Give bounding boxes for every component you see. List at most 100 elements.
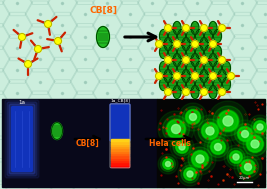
FancyBboxPatch shape — [7, 102, 37, 176]
Circle shape — [207, 136, 229, 157]
Ellipse shape — [214, 61, 222, 74]
Bar — [111, 160, 129, 162]
Circle shape — [184, 168, 196, 180]
Bar — [111, 164, 129, 167]
Bar — [111, 146, 129, 148]
Ellipse shape — [173, 85, 181, 98]
Circle shape — [229, 150, 243, 164]
Ellipse shape — [209, 53, 217, 67]
Bar — [2, 99, 157, 187]
Circle shape — [210, 139, 226, 155]
Ellipse shape — [205, 61, 213, 74]
FancyBboxPatch shape — [9, 104, 35, 174]
Ellipse shape — [168, 61, 176, 74]
Circle shape — [214, 143, 222, 150]
Bar — [111, 139, 129, 141]
Circle shape — [175, 140, 189, 154]
Circle shape — [257, 124, 263, 130]
Circle shape — [245, 163, 252, 170]
Circle shape — [210, 40, 217, 47]
Circle shape — [183, 25, 190, 32]
Ellipse shape — [187, 46, 194, 59]
Ellipse shape — [164, 70, 172, 83]
FancyBboxPatch shape — [5, 100, 39, 178]
Circle shape — [248, 115, 267, 139]
Circle shape — [218, 57, 226, 64]
Circle shape — [164, 88, 171, 95]
Bar — [111, 141, 129, 144]
Circle shape — [188, 147, 212, 171]
Ellipse shape — [209, 22, 217, 35]
Ellipse shape — [222, 61, 230, 74]
Ellipse shape — [205, 77, 213, 91]
Ellipse shape — [168, 46, 176, 59]
Circle shape — [217, 110, 239, 132]
Circle shape — [233, 154, 239, 160]
Circle shape — [163, 115, 190, 143]
Circle shape — [218, 111, 238, 131]
Circle shape — [18, 33, 26, 40]
Ellipse shape — [191, 85, 199, 98]
Circle shape — [246, 135, 264, 153]
Circle shape — [158, 154, 178, 174]
Ellipse shape — [182, 37, 190, 50]
Ellipse shape — [218, 70, 226, 83]
Ellipse shape — [187, 61, 194, 74]
Circle shape — [227, 73, 234, 80]
Circle shape — [171, 125, 180, 133]
Circle shape — [231, 120, 259, 148]
Ellipse shape — [96, 26, 109, 47]
Circle shape — [238, 156, 258, 177]
Circle shape — [241, 160, 255, 174]
Circle shape — [34, 46, 41, 53]
Circle shape — [186, 110, 200, 124]
Circle shape — [234, 123, 256, 145]
Text: CB[8]: CB[8] — [76, 139, 100, 148]
Circle shape — [163, 159, 174, 170]
Ellipse shape — [159, 46, 167, 59]
Circle shape — [178, 162, 202, 186]
Ellipse shape — [200, 37, 208, 50]
Circle shape — [155, 40, 163, 47]
Circle shape — [211, 140, 225, 154]
Ellipse shape — [178, 46, 186, 59]
Ellipse shape — [191, 22, 199, 35]
Circle shape — [184, 143, 216, 175]
Ellipse shape — [200, 70, 208, 83]
Circle shape — [237, 126, 253, 142]
Ellipse shape — [195, 29, 203, 43]
Bar — [111, 143, 129, 146]
Circle shape — [164, 57, 171, 64]
Circle shape — [25, 60, 32, 67]
Circle shape — [170, 135, 194, 159]
Ellipse shape — [178, 77, 186, 91]
Ellipse shape — [178, 61, 186, 74]
Bar — [157, 99, 265, 187]
Bar — [111, 157, 129, 160]
Circle shape — [176, 141, 188, 153]
Circle shape — [251, 118, 267, 136]
Text: 1a: 1a — [18, 100, 26, 105]
Ellipse shape — [214, 29, 222, 43]
Circle shape — [196, 155, 204, 163]
Ellipse shape — [222, 77, 230, 91]
Circle shape — [190, 114, 197, 121]
Ellipse shape — [214, 77, 222, 91]
Circle shape — [201, 25, 207, 32]
Circle shape — [240, 159, 256, 175]
Circle shape — [202, 123, 218, 139]
Circle shape — [238, 127, 252, 141]
Circle shape — [158, 111, 194, 147]
Ellipse shape — [159, 77, 167, 91]
Circle shape — [201, 88, 207, 95]
Circle shape — [183, 57, 190, 64]
Circle shape — [234, 153, 262, 181]
Circle shape — [187, 171, 193, 177]
Text: CB[8]: CB[8] — [89, 6, 117, 15]
Circle shape — [183, 106, 203, 128]
Ellipse shape — [195, 46, 203, 59]
Ellipse shape — [173, 53, 181, 67]
FancyBboxPatch shape — [11, 106, 33, 171]
Circle shape — [191, 40, 198, 47]
Bar — [111, 162, 129, 165]
